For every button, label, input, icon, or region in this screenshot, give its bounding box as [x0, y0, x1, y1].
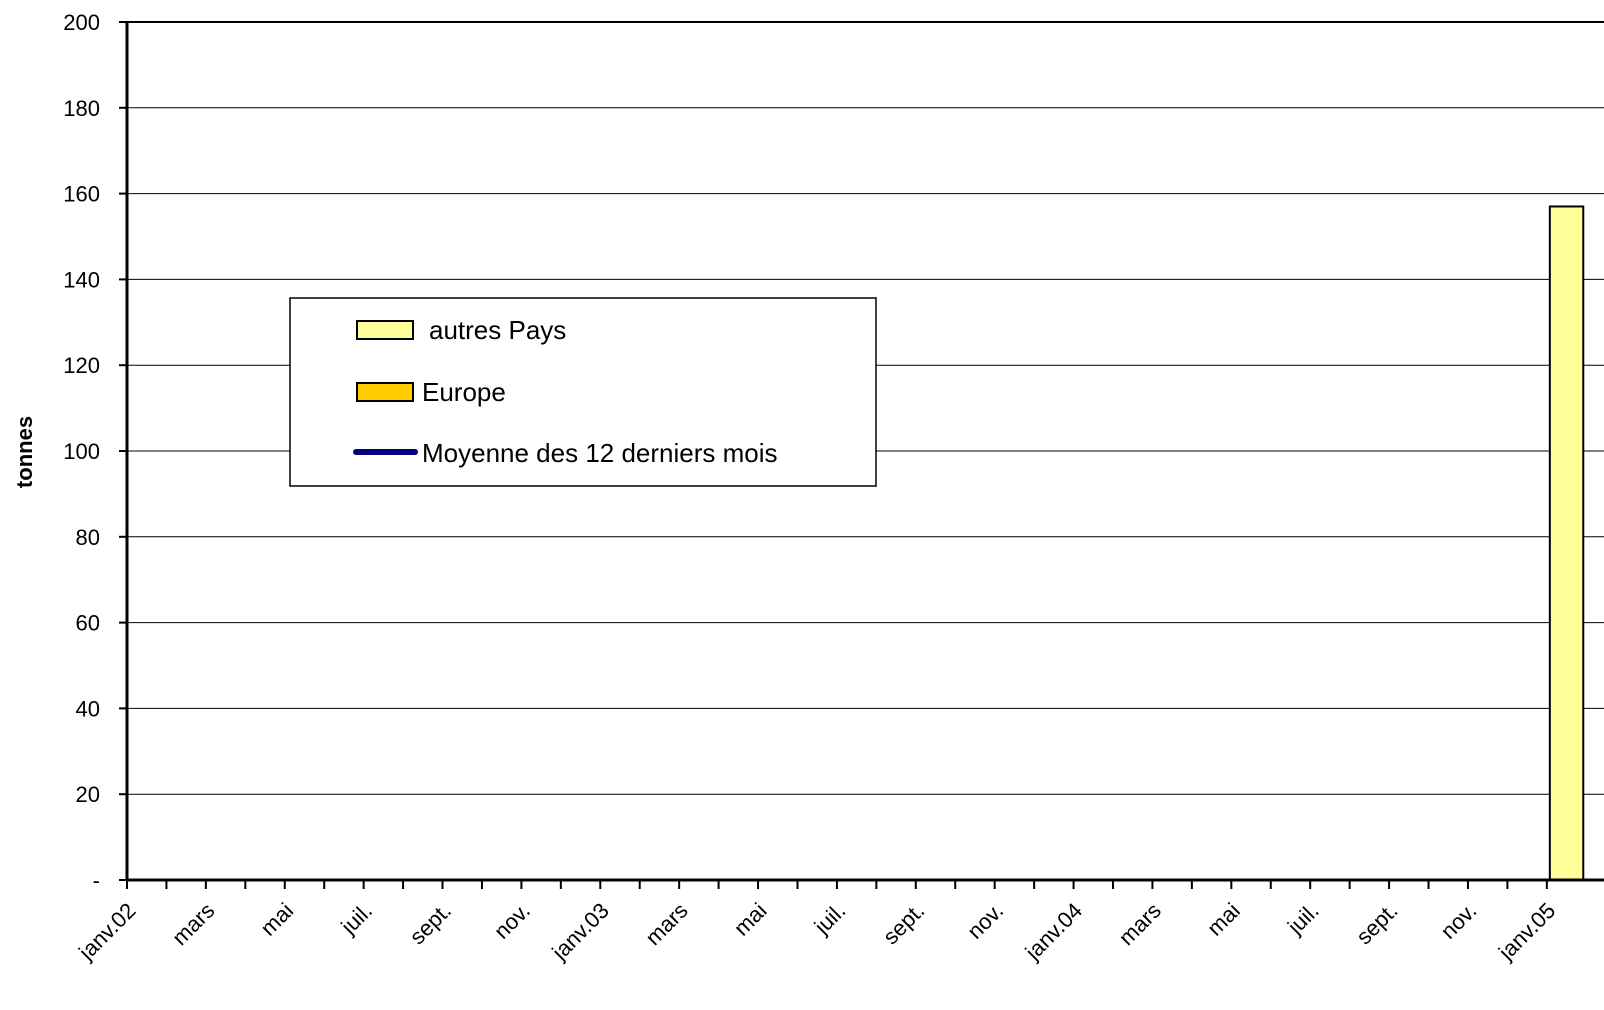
y-axis-label: tonnes: [12, 416, 37, 488]
y-tick-label: 80: [76, 525, 100, 550]
legend-label: Moyenne des 12 derniers mois: [422, 438, 778, 468]
x-tick-label: sept.: [405, 898, 456, 949]
x-tick-label: janv.04: [1020, 898, 1087, 965]
bar-autres-pays: [1548, 205, 1585, 882]
x-tick-label: mars: [640, 898, 692, 950]
y-tick-label: 160: [63, 182, 100, 207]
y-axis-ticks: - 20 40 60 80 100 120 140 160 180 200: [63, 10, 127, 893]
x-tick-label: nov.: [962, 898, 1008, 944]
x-tick-label: mars: [1114, 898, 1166, 950]
y-tick-label: 60: [76, 611, 100, 636]
x-tick-label: sept.: [878, 898, 929, 949]
legend-swatch: [356, 382, 414, 402]
legend-label: Europe: [422, 377, 506, 407]
x-tick-label: juil.: [335, 898, 377, 940]
x-tick-label: mai: [256, 898, 299, 941]
x-axis-ticks: janv.02 mars mai juil. sept. nov. janv.03 mars m…: [73, 880, 1560, 965]
legend-swatch: [356, 320, 414, 340]
x-tick-label: juil.: [809, 898, 851, 940]
x-tick-label: mai: [1202, 898, 1245, 941]
legend-label: autres Pays: [429, 315, 566, 345]
legend: autres Pays Europe Moyenne des 12 derniers…: [289, 297, 877, 487]
y-tick-label: 20: [76, 782, 100, 807]
x-tick-label: janv.05: [1493, 898, 1560, 965]
x-tick-label: mars: [167, 898, 219, 950]
bars: [1548, 205, 1585, 882]
x-tick-label: mai: [729, 898, 772, 941]
y-tick-label: 120: [63, 353, 100, 378]
y-tick-label: 100: [63, 439, 100, 464]
x-tick-label: janv.03: [546, 898, 613, 965]
y-tick-label: 200: [63, 10, 100, 35]
x-tick-label: nov.: [489, 898, 535, 944]
x-tick-label: janv.02: [73, 898, 140, 965]
x-tick-label: sept.: [1351, 898, 1402, 949]
y-tick-label: 180: [63, 96, 100, 121]
x-tick-label: nov.: [1436, 898, 1482, 944]
y-tick-label: 40: [76, 696, 100, 721]
y-tick-label: -: [93, 868, 100, 893]
y-tick-label: 140: [63, 267, 100, 292]
x-tick-label: juil.: [1282, 898, 1324, 940]
